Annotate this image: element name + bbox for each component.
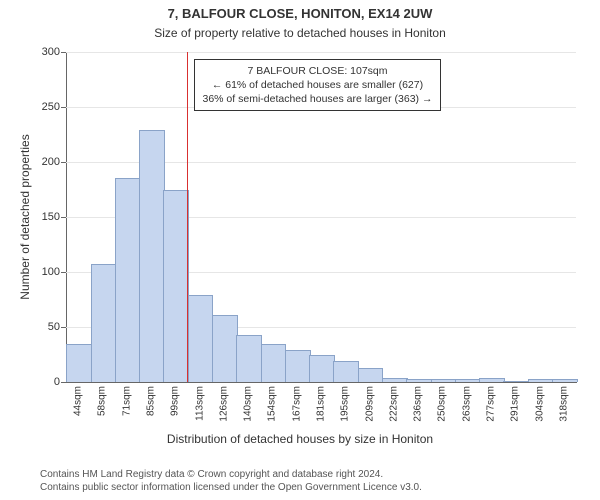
page-subtitle: Size of property relative to detached ho… (0, 26, 600, 40)
histogram-bar (358, 368, 384, 382)
footer-line-1: Contains HM Land Registry data © Crown c… (40, 468, 422, 481)
gridline (66, 52, 576, 53)
xtick-label: 140sqm (243, 386, 254, 422)
y-axis-label: Number of detached properties (18, 134, 32, 299)
histogram-bar (382, 378, 408, 382)
histogram-bar (212, 315, 238, 382)
footer-credits: Contains HM Land Registry data © Crown c… (40, 468, 422, 494)
ytick-label: 300 (42, 46, 60, 58)
histogram-bar (552, 379, 578, 382)
histogram-bar (261, 344, 287, 382)
ytick-label: 0 (54, 376, 60, 388)
histogram-bar (406, 379, 432, 382)
xtick-label: 236sqm (413, 386, 424, 422)
xtick-label: 85sqm (146, 386, 157, 416)
chart-container: 7, BALFOUR CLOSE, HONITON, EX14 2UW Size… (0, 0, 600, 500)
ytick-label: 250 (42, 101, 60, 113)
histogram-bar (479, 378, 505, 382)
annotation-line: ← 61% of detached houses are smaller (62… (203, 78, 433, 92)
histogram-bar (236, 335, 262, 382)
histogram-bar (309, 355, 335, 382)
histogram-bar (528, 379, 554, 382)
page-title: 7, BALFOUR CLOSE, HONITON, EX14 2UW (0, 6, 600, 21)
xtick-label: 113sqm (194, 386, 205, 421)
xtick-label: 318sqm (558, 386, 569, 422)
ytick-mark (61, 327, 66, 328)
histogram-bar (503, 381, 529, 382)
histogram-bar (455, 379, 481, 382)
plot-area: 05010015020025030044sqm58sqm71sqm85sqm99… (66, 52, 576, 382)
xtick-label: 277sqm (486, 386, 497, 422)
annotation-line: 36% of semi-detached houses are larger (… (203, 92, 433, 106)
ytick-mark (61, 107, 66, 108)
footer-line-2: Contains public sector information licen… (40, 481, 422, 494)
histogram-bar (431, 379, 457, 382)
ytick-label: 100 (42, 266, 60, 278)
xtick-label: 222sqm (388, 386, 399, 422)
xtick-label: 99sqm (170, 386, 181, 416)
xtick-label: 291sqm (510, 386, 521, 422)
xtick-label: 167sqm (291, 386, 302, 422)
xtick-label: 71sqm (121, 386, 132, 416)
xtick-label: 209sqm (364, 386, 375, 422)
ytick-label: 150 (42, 211, 60, 223)
xtick-label: 58sqm (97, 386, 108, 416)
ytick-label: 50 (48, 321, 60, 333)
xtick-label: 126sqm (218, 386, 229, 422)
ytick-mark (61, 162, 66, 163)
xtick-label: 154sqm (267, 386, 278, 422)
x-axis-label: Distribution of detached houses by size … (0, 432, 600, 446)
ytick-mark (61, 272, 66, 273)
histogram-bar (188, 295, 214, 382)
xtick-label: 304sqm (534, 386, 545, 422)
xtick-label: 263sqm (461, 386, 472, 422)
histogram-bar (285, 350, 311, 382)
annotation-box: 7 BALFOUR CLOSE: 107sqm← 61% of detached… (194, 59, 442, 112)
xtick-label: 195sqm (340, 386, 351, 422)
xtick-label: 250sqm (437, 386, 448, 422)
annotation-line: 7 BALFOUR CLOSE: 107sqm (203, 64, 433, 78)
histogram-bar (91, 264, 117, 382)
ytick-mark (61, 217, 66, 218)
histogram-bar (163, 190, 189, 382)
reference-marker-line (187, 52, 188, 382)
histogram-bar (333, 361, 359, 382)
histogram-bar (115, 178, 141, 383)
ytick-mark (61, 382, 66, 383)
ytick-label: 200 (42, 156, 60, 168)
ytick-mark (61, 52, 66, 53)
histogram-bar (66, 344, 92, 382)
xtick-label: 44sqm (73, 386, 84, 416)
histogram-bar (139, 130, 165, 382)
xtick-label: 181sqm (316, 386, 327, 422)
